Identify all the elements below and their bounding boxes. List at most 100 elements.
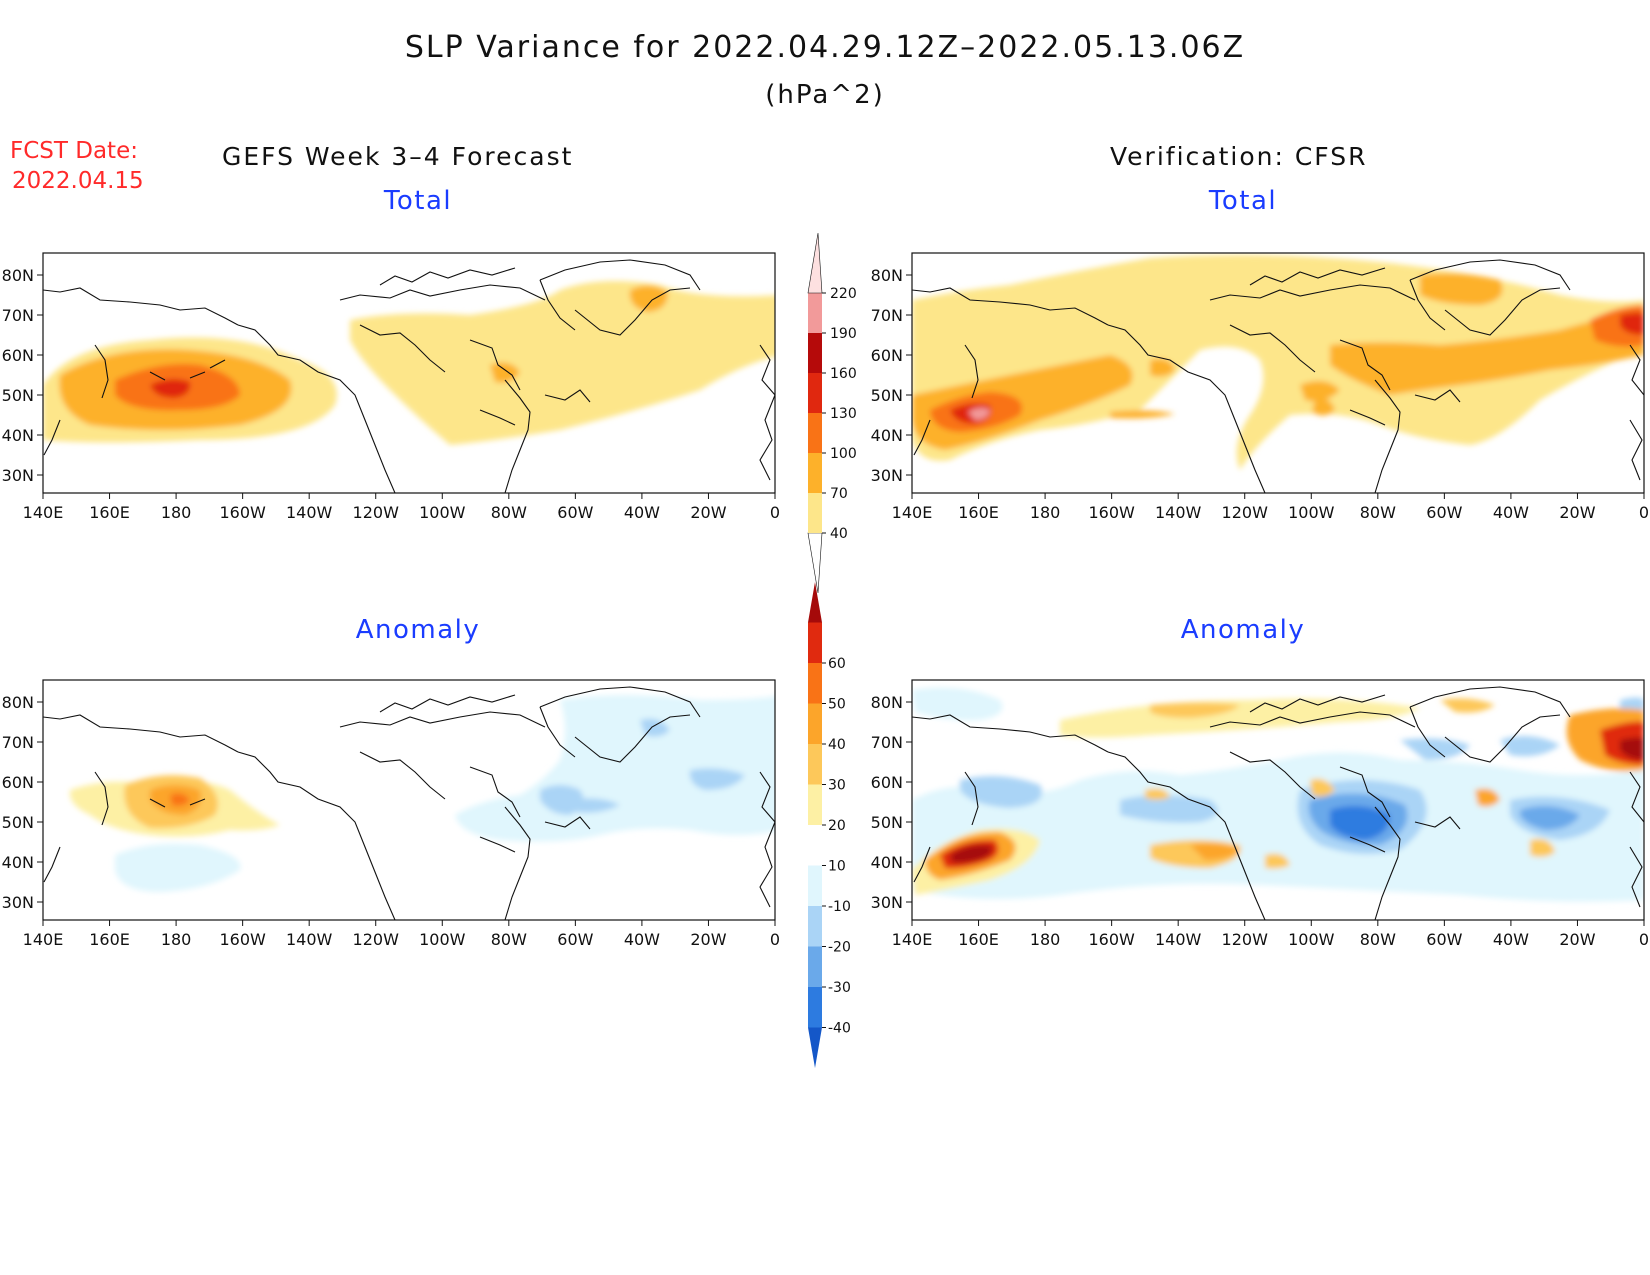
colorbar-tick-label: 10 [828,859,846,875]
lon-tick-label: 80W [491,930,527,949]
verification-anomaly-field [912,687,1644,902]
lat-tick-label: 30N [871,466,903,485]
lat-tick-label: 70N [2,733,34,752]
fcst-date-label: FCST Date: [10,138,138,164]
lon-tick-label: 0 [1639,503,1649,522]
forecast-anomaly-coastlines [43,686,775,920]
lon-tick-label: 100W [1288,930,1335,949]
panel-title-forecast-total: Total [383,186,453,216]
colorbar-tick-label: 40 [830,526,848,542]
lon-tick-label: 80W [1360,503,1396,522]
lon-tick-label: 180 [161,930,192,949]
lon-tick-label: 100W [419,930,466,949]
colorbar-anomaly: -40 -30 -20 -10 10 20 30 40 50 60 [808,582,851,1068]
figure-title: SLP Variance for 2022.04.29.12Z–2022.05.… [404,30,1246,65]
lat-tick-label: 40N [2,853,34,872]
verification-total-field [912,254,1644,470]
lat-tick-label: 50N [2,813,34,832]
lon-tick-label: 160E [958,503,999,522]
colorbar-segment [808,744,822,785]
lon-tick-label: 120W [353,930,400,949]
lat-tick-label: 80N [2,266,34,285]
verification-total-coastlines [912,259,1644,493]
lon-tick-label: 100W [1288,503,1335,522]
colorbar-segment [808,703,822,744]
lon-tick-label: 120W [353,503,400,522]
lat-tick-label: 80N [2,693,34,712]
lon-tick-label: 80W [1360,930,1396,949]
lon-tick-label: 160W [219,930,266,949]
colorbar-tick-label: -10 [828,899,851,915]
colorbar-segment [808,946,822,987]
lon-tick-label: 140E [23,930,64,949]
lon-tick-label: 0 [770,503,780,522]
colorbar-tick-label: 50 [828,697,846,713]
lon-tick-label: 140E [892,503,933,522]
lon-tick-label: 40W [624,503,660,522]
forecast-total-coastlines [43,259,775,493]
colorbar-tick-label: -30 [828,980,851,996]
lon-tick-label: 180 [1030,503,1061,522]
lat-tick-label: 50N [2,386,34,405]
lat-tick-label: 70N [871,733,903,752]
colorbar-segment [808,1027,822,1068]
lon-tick-label: 140W [286,503,333,522]
lon-tick-label: 160W [1088,503,1135,522]
colorbar-tick-label: 70 [830,486,848,502]
panel-title-verification-total: Total [1208,186,1278,216]
colorbar-segment [808,582,822,623]
colorbar-tick-label: 100 [830,446,857,462]
lon-tick-label: 180 [161,503,192,522]
lon-tick-label: 0 [770,930,780,949]
lat-tick-label: 70N [2,306,34,325]
forecast-anomaly-frame [42,679,776,921]
colorbar-segment [808,825,822,866]
panel-title-forecast-anomaly: Anomaly [355,615,481,645]
lat-tick-label: 30N [2,893,34,912]
lat-tick-label: 80N [871,266,903,285]
colorbar-total: 40 70 100 130 160 190 220 [807,232,857,594]
colorbar-tick-label: 220 [830,286,857,302]
colorbar-tick-label: -20 [828,940,851,956]
colorbar-segment [808,293,822,333]
lat-tick-label: 40N [2,426,34,445]
colorbar-tick-label: 30 [828,778,846,794]
lat-tick-label: 40N [871,853,903,872]
lon-tick-label: 140E [892,930,933,949]
lon-tick-label: 40W [1493,930,1529,949]
lon-tick-label: 140W [1155,930,1202,949]
colorbar-segment [808,663,822,704]
lon-tick-label: 80W [491,503,527,522]
colorbar-segment [808,865,822,906]
lon-tick-label: 100W [419,503,466,522]
verification-total-frame [911,252,1645,494]
lon-tick-label: 60W [1426,503,1462,522]
lat-tick-label: 30N [871,893,903,912]
lat-tick-label: 50N [871,386,903,405]
colorbar-tick-label: 60 [828,656,846,672]
colorbar-tick-label: 130 [830,406,857,422]
colorbar-segment [808,493,822,533]
colorbar-segment [808,333,822,373]
lon-tick-label: 20W [1559,503,1595,522]
colorbar-tick-label: 40 [828,737,846,753]
colorbar-segment [808,906,822,947]
figure-units: (hPa^2) [765,80,885,110]
panel-title-verification-anomaly: Anomaly [1180,615,1306,645]
lat-tick-label: 60N [2,773,34,792]
lon-tick-label: 60W [1426,930,1462,949]
colorbar-tick-label: 160 [830,366,857,382]
colorbar-segment [808,373,822,413]
lon-tick-label: 120W [1222,503,1269,522]
lon-tick-label: 180 [1030,930,1061,949]
colorbar-segment [808,622,822,663]
lon-tick-label: 140W [286,930,333,949]
verification-label: Verification: CFSR [1110,142,1368,171]
lon-tick-label: 120W [1222,930,1269,949]
lat-tick-label: 60N [2,346,34,365]
lon-tick-label: 160E [89,503,130,522]
lon-tick-label: 160E [958,930,999,949]
colorbar-segment [808,453,822,493]
lon-tick-label: 40W [624,930,660,949]
